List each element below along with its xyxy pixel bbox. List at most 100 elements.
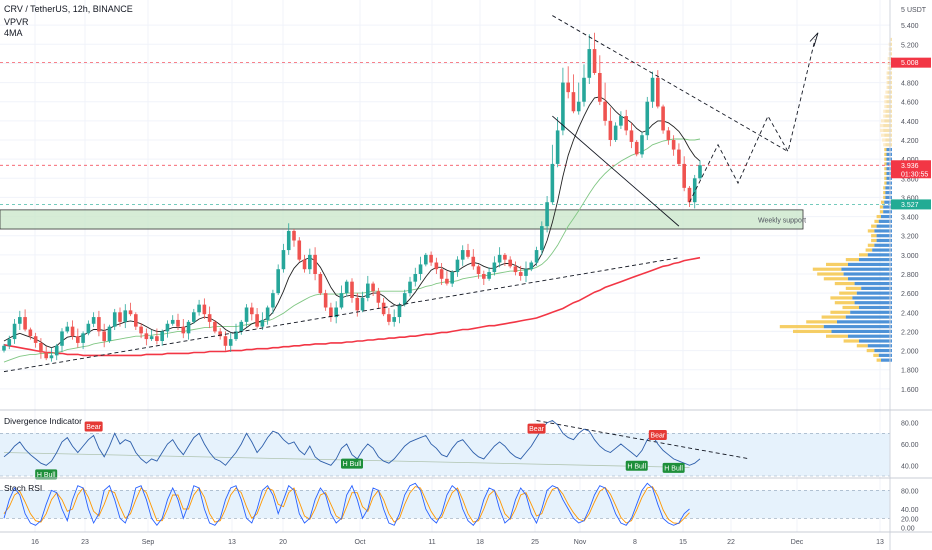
stoch-tick: 0.00 [901, 526, 915, 533]
price-tag-text: 3.527 [901, 202, 919, 209]
vpvr-bar-down [793, 329, 832, 334]
vpvr-bar-down [843, 339, 859, 343]
candle-body [471, 256, 476, 267]
candle-body [645, 101, 650, 136]
candle-body [698, 165, 702, 179]
drawings [3, 15, 819, 373]
vpvr-bar-down [886, 80, 888, 85]
candle-body [192, 312, 196, 322]
vpvr-bar-up [889, 42, 892, 46]
vpvr-bar-up [886, 157, 892, 161]
candle-body [513, 266, 518, 273]
divergence-tick: 80.00 [901, 421, 919, 428]
time-tick-label: 15 [679, 539, 687, 546]
candle-body [666, 130, 671, 140]
divergence-tag-text: H Bull [343, 461, 362, 468]
candle-body [677, 149, 681, 164]
divergence-tag-text: Bear [529, 426, 544, 433]
price-tick-label: 2.600 [901, 291, 919, 298]
price-tag-text: 3.936 [901, 163, 919, 170]
vpvr-bar-up [886, 181, 892, 185]
candle-body [139, 326, 143, 334]
vpvr-bar-up [872, 248, 892, 252]
candle-body [598, 73, 602, 102]
hidden-bull-tag [35, 469, 58, 480]
price-tick-label: 3.200 [901, 234, 919, 241]
vpvr-bar-up [890, 37, 892, 42]
candle-body [624, 116, 628, 131]
candle-body [355, 297, 360, 311]
price-tick-label: 1.800 [901, 368, 919, 375]
price-tick-label: 5.200 [901, 42, 919, 49]
vpvr-bar-up [886, 162, 892, 166]
vpvr-bar-up [878, 219, 892, 223]
vpvr-bar-down [871, 238, 877, 243]
candle-body [165, 323, 170, 332]
candle-body [239, 321, 244, 332]
candle-body [260, 319, 265, 327]
candle-body [692, 178, 697, 203]
vpvr-bar-down [865, 248, 873, 252]
vpvr-bar-up [886, 167, 892, 171]
descending-resistance-line [552, 15, 789, 152]
vpvr-bar-down [888, 42, 890, 46]
volume-profile [779, 37, 892, 362]
horizontal-levels [0, 62, 890, 205]
candle-body [576, 101, 581, 112]
vpvr-bar-down [873, 353, 879, 357]
stoch-d-line [3, 486, 690, 524]
candle-body [482, 274, 486, 279]
vpvr-bar-up [852, 296, 892, 300]
candle-body [450, 272, 454, 284]
candle-body [476, 266, 481, 274]
candle-body [102, 331, 106, 341]
vpvr-bar-down [881, 200, 885, 204]
vpvr-bar-up [867, 253, 892, 257]
indicator-4ma-label[interactable]: 4MA [4, 28, 23, 38]
stoch-title: Stoch RSI [4, 483, 42, 493]
price-tick-label: 2.000 [901, 349, 919, 356]
vpvr-bar-down [884, 162, 887, 166]
vpvr-bar-down [881, 119, 885, 123]
price-tag-box [891, 57, 931, 68]
candle-body [144, 333, 149, 340]
candle-body [297, 240, 302, 260]
hidden-bull-tag [341, 458, 363, 469]
candle-body [81, 333, 85, 343]
vpvr-bar-down [884, 152, 887, 156]
candle-body [223, 336, 228, 346]
candle-body [12, 323, 17, 340]
candle-body [160, 331, 164, 341]
vpvr-bar-down [884, 171, 887, 176]
vpvr-bar-down [884, 95, 887, 99]
stoch-tick: 40.00 [901, 507, 919, 514]
vpvr-bar-up [886, 176, 892, 180]
vpvr-bar-down [886, 71, 888, 75]
candle-body [497, 254, 502, 263]
indicator-vpvr-label[interactable]: VPVR [4, 17, 29, 27]
candle-body [629, 130, 634, 142]
vpvr-bar-up [884, 119, 892, 123]
candle-body [408, 281, 412, 294]
candle-body [682, 163, 686, 188]
candle-body [86, 323, 91, 334]
vpvr-bar-up [867, 344, 892, 348]
candle-body [439, 269, 444, 279]
price-tick-label: 4.800 [901, 81, 919, 88]
candle-body [170, 319, 175, 324]
hidden-bull-tag [625, 460, 648, 471]
vpvr-bar-down [879, 128, 884, 133]
candle-body [112, 312, 117, 327]
candle-body [392, 317, 396, 322]
vpvr-bar-down [886, 76, 888, 80]
vpvr-bar-down [884, 176, 887, 180]
candle-body [2, 345, 6, 351]
candle-body [455, 259, 460, 273]
candle-body [360, 297, 365, 311]
vpvr-bar-down [821, 315, 846, 319]
candle-body [387, 314, 391, 322]
divergence-tag-text: H Bull [664, 465, 683, 472]
candle-body [503, 254, 507, 260]
vpvr-bar-up [885, 195, 892, 200]
